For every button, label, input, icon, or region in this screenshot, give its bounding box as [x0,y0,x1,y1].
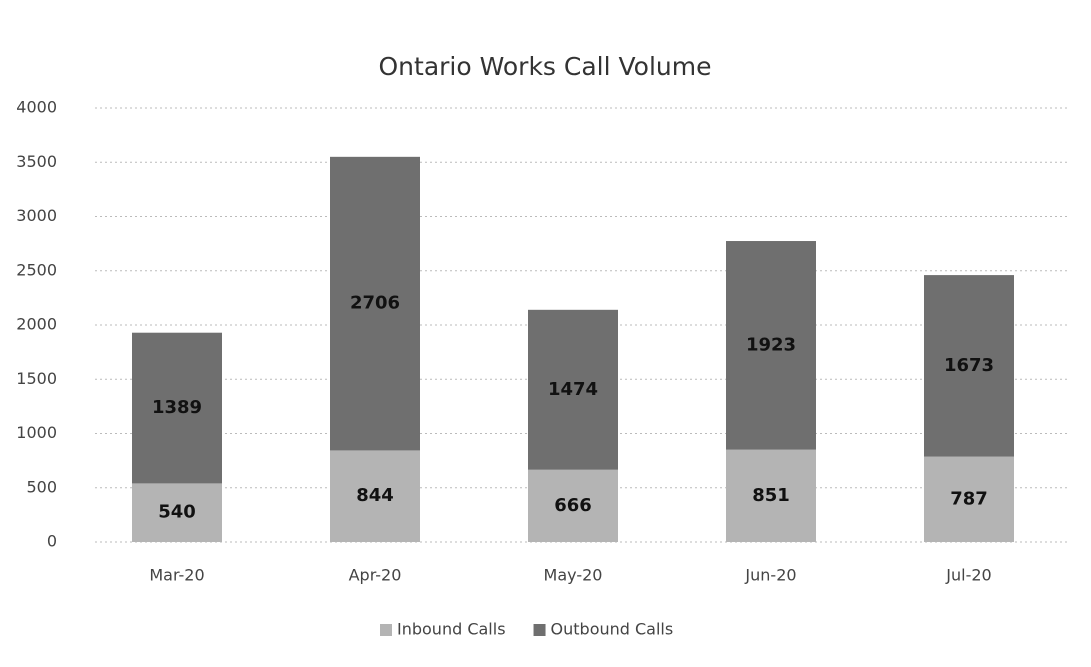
y-tick-label: 2500 [16,260,57,279]
legend-swatch [533,624,546,636]
data-label: 2706 [350,293,400,314]
data-label: 844 [356,485,394,506]
y-tick-label: 500 [26,477,57,496]
bar-segment [528,309,618,470]
legend-label: Outbound Calls [551,620,674,639]
bar-segment [330,450,420,542]
legend-swatch [380,624,392,636]
y-tick-label: 4000 [16,98,57,117]
bar-segment [132,483,222,542]
y-tick-label: 2000 [16,315,57,334]
bar-segment [330,156,420,451]
data-label: 1474 [548,379,598,400]
bar-segment [726,241,816,450]
bar-segment [528,469,618,542]
data-label: 666 [554,495,592,516]
y-tick-label: 1000 [16,423,57,442]
data-label: 540 [158,502,196,523]
data-label: 851 [752,485,790,506]
x-tick-label: Mar-20 [149,566,204,585]
x-tick-label: Apr-20 [349,566,402,585]
chart-title: Ontario Works Call Volume [379,52,712,81]
data-label: 1923 [746,334,796,355]
bar-segment [132,332,222,484]
y-tick-label: 3000 [16,206,57,225]
bar-segment [924,456,1014,542]
legend-label: Inbound Calls [397,620,506,639]
x-tick-label: Jun-20 [744,566,796,585]
x-tick-label: May-20 [544,566,603,585]
y-tick-label: 1500 [16,369,57,388]
y-tick-label: 0 [47,532,57,551]
data-label: 787 [950,488,988,509]
data-label: 1389 [152,397,202,418]
bar-segment [924,275,1014,457]
data-label: 1673 [944,355,994,376]
x-tick-label: Jul-20 [945,566,991,585]
y-tick-label: 3500 [16,152,57,171]
bar-segment [726,449,816,542]
